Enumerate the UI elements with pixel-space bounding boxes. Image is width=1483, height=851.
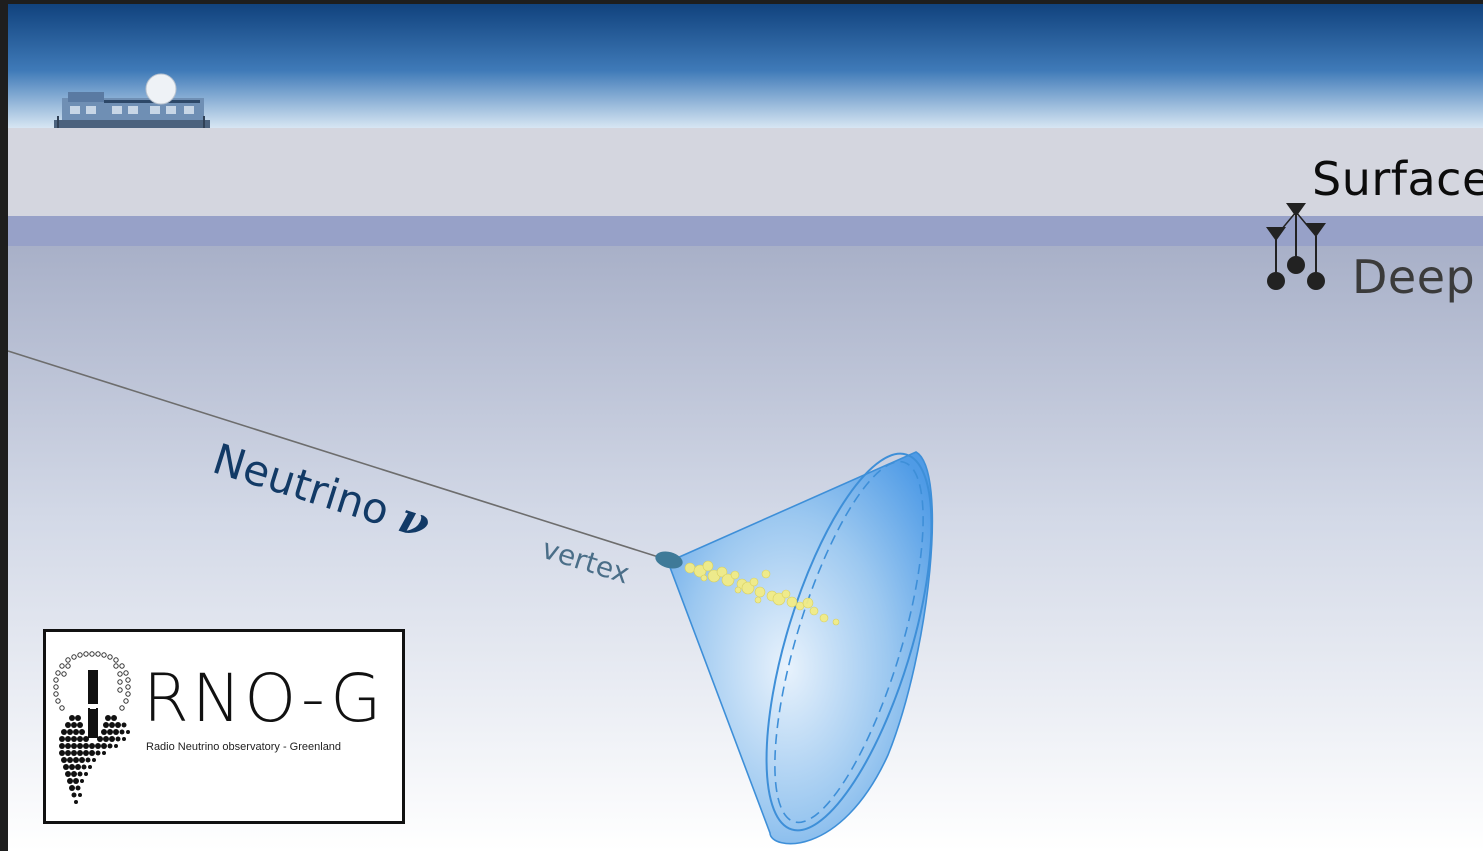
deep-label: Deep [1352,250,1476,304]
radome-icon [145,73,177,105]
logo-title: RNO-G [143,660,385,737]
frame-left-edge [0,0,8,851]
interaction-vertex [655,551,683,569]
rno-g-logo: RNO-G Radio Neutrino observatory - Green… [43,629,405,824]
radio-cone [666,451,934,845]
station-building-icon [54,92,210,128]
frame-top-edge [0,0,1483,4]
logo-subtitle: Radio Neutrino observatory - Greenland [146,741,342,753]
particle-shower [684,560,840,626]
antenna-station-icon [1266,203,1326,290]
sky [0,0,1483,128]
rno-g-logo-mark-icon [53,651,131,804]
firn-band [0,216,1483,246]
surface-label: Surface [1312,152,1483,206]
neutrino-track [7,350,669,561]
snow-layer [0,128,1483,216]
